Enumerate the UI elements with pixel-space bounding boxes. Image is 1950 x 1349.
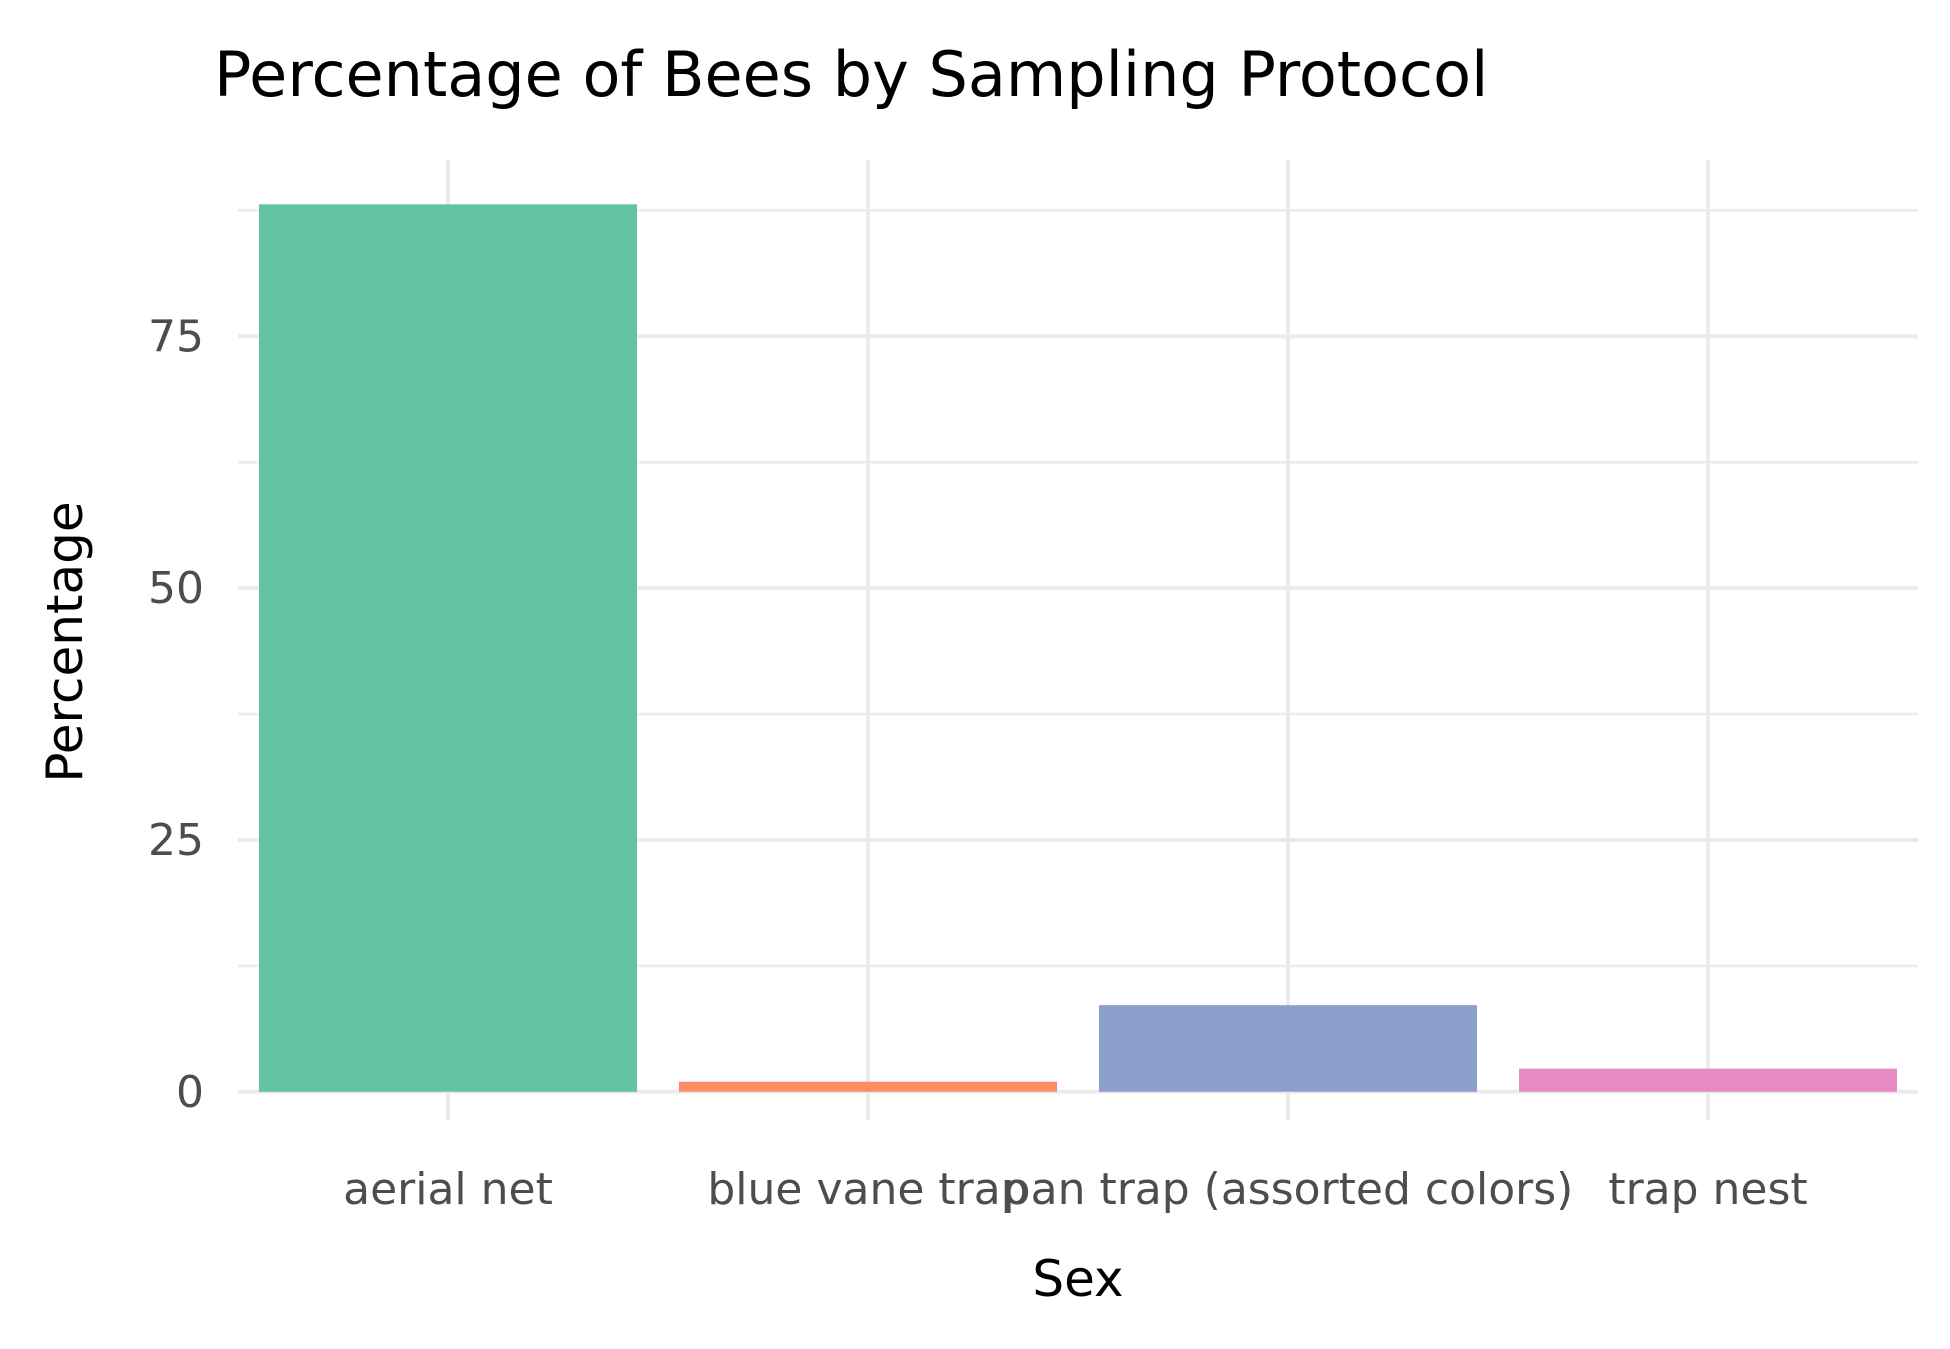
x-tick-label: aerial net xyxy=(343,1164,553,1215)
bar-blue-vane-trap xyxy=(679,1081,1057,1092)
y-axis-title: Percentage xyxy=(36,501,94,782)
chart-title: Percentage of Bees by Sampling Protocol xyxy=(214,38,1488,111)
y-tick-label: 0 xyxy=(176,1067,204,1118)
bar-aerial-net xyxy=(259,204,637,1092)
x-tick-label: trap nest xyxy=(1608,1164,1807,1215)
x-tick-label: blue vane trap xyxy=(707,1164,1028,1215)
x-tick-label: pan trap (assorted colors) xyxy=(1003,1164,1574,1215)
y-tick-labels: 0 25 50 75 xyxy=(148,311,204,1118)
bar-pan-trap-assorted-colors- xyxy=(1099,1005,1477,1092)
y-tick-label: 75 xyxy=(148,311,204,362)
x-axis-title: Sex xyxy=(1032,1250,1123,1308)
y-tick-label: 25 xyxy=(148,815,204,866)
bar-trap-nest xyxy=(1519,1068,1897,1092)
y-tick-label: 50 xyxy=(148,563,204,614)
bars xyxy=(259,204,1897,1092)
